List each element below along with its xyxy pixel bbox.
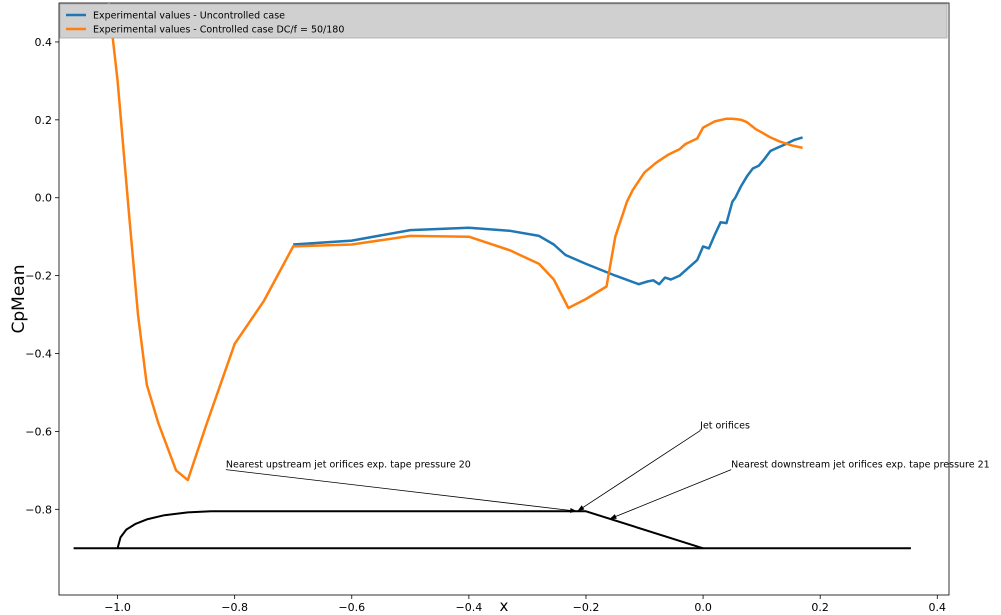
y-axis: −0.8 −0.6 −0.4 −0.2 0.0 0.2 0.4 — [25, 36, 59, 516]
legend-box — [59, 3, 948, 39]
y-tick-label: 0.2 — [35, 114, 53, 127]
legend: Experimental values - Uncontrolled case … — [59, 3, 948, 39]
y-axis-title: CpMean — [9, 265, 29, 334]
y-tick-label: −0.2 — [25, 270, 52, 283]
x-tick-label: 0.4 — [929, 601, 947, 614]
y-tick-label: −0.6 — [25, 425, 52, 438]
annotation-arrow-line — [225, 469, 578, 512]
geometry-layer — [73, 510, 911, 550]
x-axis: −1.0 −0.8 −0.6 −0.4 −0.2 0.0 0.2 0.4 — [104, 595, 946, 614]
x-tick-label: −0.8 — [221, 601, 248, 614]
annotation-label: Nearest upstream jet orifices exp. tape … — [226, 460, 471, 471]
x-tick-label: 0.2 — [811, 601, 829, 614]
annotation-arrowhead — [569, 508, 578, 513]
x-tick-label: −1.0 — [104, 601, 131, 614]
y-tick-label: −0.4 — [25, 348, 52, 361]
plot-frame — [58, 2, 950, 596]
series-layer — [107, 2, 803, 482]
annotation-arrow-line — [576, 430, 701, 512]
annotation-arrowhead — [577, 505, 585, 512]
geometry-profile — [116, 510, 704, 550]
x-axis-title: x — [500, 597, 509, 615]
legend-label-uncontrolled: Experimental values - Uncontrolled case — [93, 11, 285, 22]
series-line-controlled — [107, 2, 803, 482]
y-tick-label: 0.4 — [35, 36, 53, 49]
y-tick-label: 0.0 — [35, 192, 53, 205]
annotation-label: Nearest downstream jet orifices exp. tap… — [731, 460, 990, 471]
annotation-arrow-line — [609, 469, 732, 520]
annotation-layer: Jet orifices Nearest upstream jet orifice… — [225, 421, 990, 520]
x-tick-label: 0.0 — [694, 601, 712, 614]
annotation-arrowhead — [609, 514, 617, 520]
x-tick-label: −0.6 — [338, 601, 365, 614]
annotation-label: Jet orifices — [699, 421, 750, 432]
x-tick-label: −0.2 — [573, 601, 600, 614]
legend-label-controlled: Experimental values - Controlled case DC… — [93, 25, 344, 36]
x-tick-label: −0.4 — [456, 601, 483, 614]
series-line-uncontrolled — [293, 136, 803, 286]
y-tick-label: −0.8 — [25, 503, 52, 516]
